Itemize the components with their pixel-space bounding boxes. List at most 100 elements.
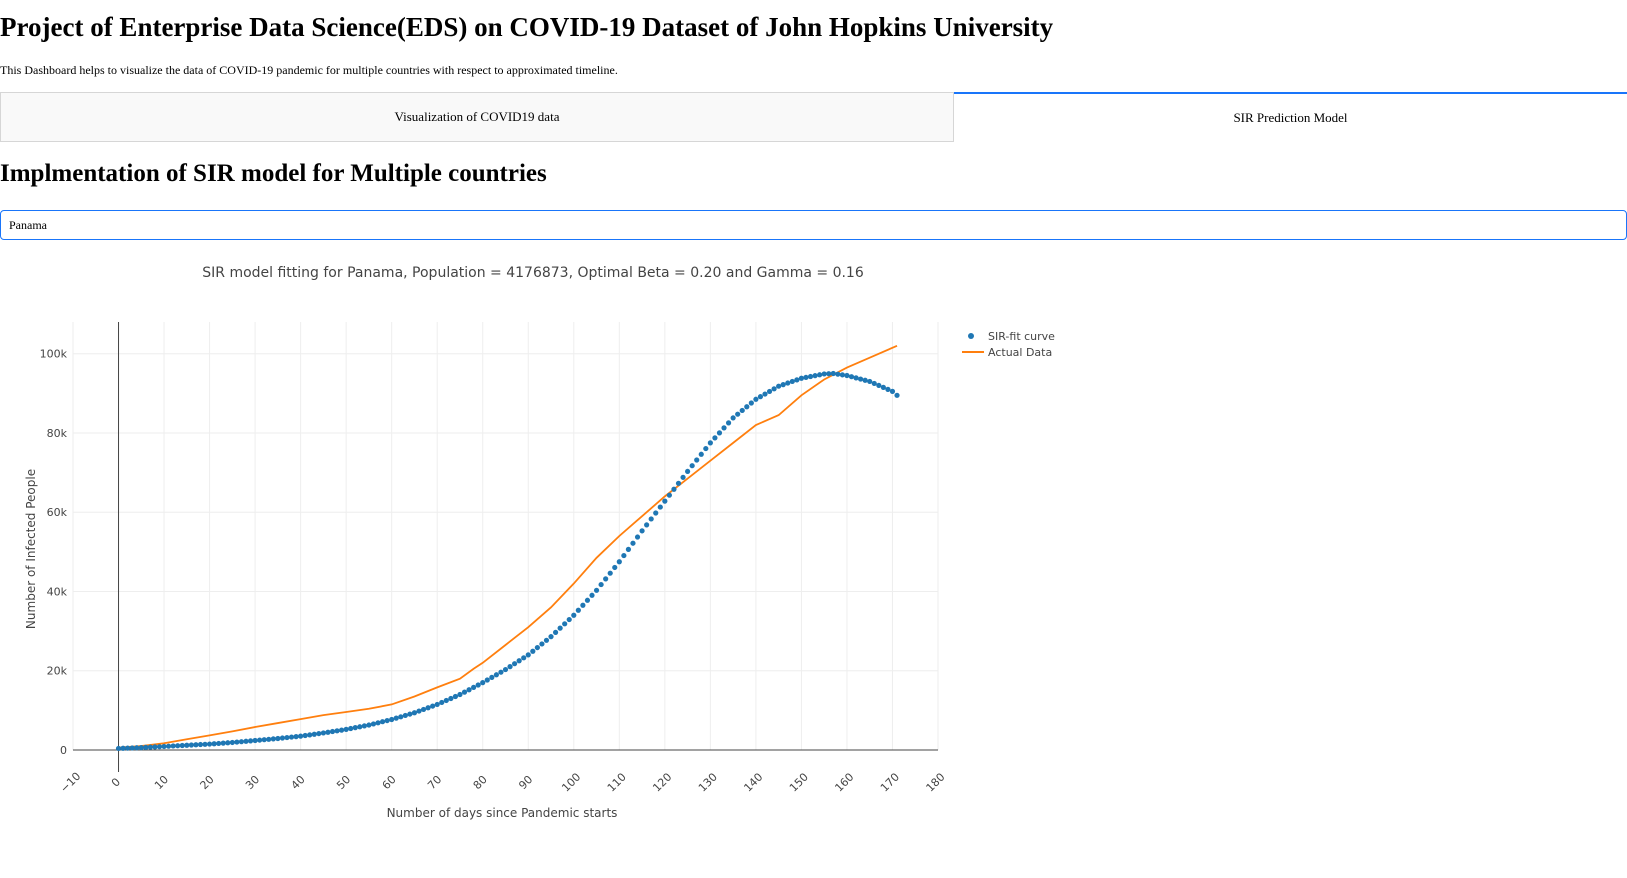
sir-fit-point	[817, 372, 823, 378]
sir-fit-point	[644, 522, 650, 528]
sir-fit-point	[771, 386, 777, 392]
sir-fit-point	[566, 616, 572, 623]
sir-fit-point	[552, 629, 559, 635]
sir-fit-point	[316, 730, 322, 737]
sir-fit-point	[411, 710, 418, 716]
sir-fit-point	[680, 474, 686, 480]
y-tick-label: 100k	[40, 348, 68, 361]
chart-legend[interactable]: SIR-fit curve Actual Data	[962, 330, 1055, 359]
sir-fit-point	[247, 738, 254, 744]
sir-fit-point	[375, 720, 381, 726]
sir-fit-point	[730, 415, 736, 421]
sir-fit-point	[393, 715, 399, 721]
sir-fit-point	[416, 708, 422, 714]
sir-fit-point	[348, 725, 354, 732]
x-tick-label: 170	[878, 771, 902, 795]
sir-fit-point	[530, 648, 536, 654]
x-tick-label: 90	[516, 773, 535, 792]
x-tick-label: 80	[471, 773, 490, 792]
sir-fit-point	[475, 682, 481, 688]
sir-fit-point	[206, 741, 213, 747]
sir-fit-point	[457, 691, 463, 698]
sir-fit-point	[234, 739, 240, 745]
sir-fit-point	[543, 637, 550, 643]
sir-fit-point	[603, 576, 609, 582]
sir-fit-point	[798, 375, 805, 381]
tab-sir-prediction[interactable]: SIR Prediction Model	[954, 92, 1627, 142]
sir-fit-point	[589, 592, 595, 598]
sir-fit-point	[252, 737, 258, 744]
sir-fit-point	[716, 430, 723, 436]
sir-fit-point	[862, 377, 868, 383]
sir-fit-point	[279, 735, 286, 741]
sir-fit-point	[516, 658, 522, 664]
sir-fit-point	[302, 732, 308, 739]
x-tick-label: −10	[58, 770, 84, 796]
sir-fit-point	[407, 711, 413, 717]
sir-fit-point	[489, 674, 495, 680]
sir-fit-point	[839, 372, 845, 378]
sir-fit-point	[184, 742, 190, 748]
sir-fit-point	[439, 699, 445, 706]
sir-fit-point	[694, 457, 700, 463]
sir-chart: SIR model fitting for Panama, Population…	[0, 250, 1627, 870]
sir-fit-point	[894, 392, 900, 398]
sir-fit-point	[830, 370, 836, 377]
sir-fit-point	[666, 492, 672, 498]
country-input[interactable]	[0, 210, 1627, 240]
sir-fit-point	[885, 386, 891, 392]
sir-fit-point	[826, 371, 832, 377]
sir-fit-point	[339, 727, 345, 733]
x-tick-label: 130	[696, 771, 720, 795]
sir-fit-point	[634, 534, 641, 540]
sir-fit-point	[420, 706, 427, 713]
sir-fit-point	[858, 376, 864, 382]
sir-fit-point	[361, 723, 367, 729]
sir-fit-point	[639, 528, 645, 534]
sir-fit-point	[571, 612, 577, 618]
page-description: This Dashboard helps to visualize the da…	[0, 63, 618, 77]
sir-fit-point	[593, 587, 600, 593]
sir-fit-point	[275, 735, 281, 742]
sir-fit-point	[311, 731, 317, 737]
sir-fit-point	[548, 634, 554, 640]
legend-actual-label[interactable]: Actual Data	[988, 346, 1052, 359]
sir-fit-point	[853, 375, 859, 381]
tab-visualization[interactable]: Visualization of COVID19 data	[0, 92, 954, 142]
sir-fit-point	[848, 374, 855, 380]
sir-fit-point	[657, 504, 663, 510]
x-tick-label: 0	[109, 775, 123, 789]
sir-fit-point	[607, 570, 613, 576]
sir-fit-point	[398, 714, 404, 720]
x-tick-label: 60	[380, 773, 399, 792]
sir-fit-point	[402, 712, 408, 719]
sir-fit-point	[170, 743, 176, 749]
y-tick-label: 80k	[47, 427, 68, 440]
sir-fit-point	[762, 391, 768, 397]
sir-fit-point	[129, 745, 135, 751]
sir-fit-point	[653, 510, 659, 516]
sir-fit-point	[325, 729, 331, 735]
sir-fit-point	[685, 468, 691, 475]
sir-fit-point	[675, 480, 682, 486]
sir-fit-point	[179, 742, 185, 749]
sir-fit-point	[466, 687, 472, 693]
sir-fit-point	[243, 738, 249, 744]
sir-fit-point	[812, 373, 818, 379]
sir-fit-point	[343, 726, 349, 732]
sir-fit-point	[379, 719, 386, 725]
x-tick-label: 10	[152, 773, 171, 792]
sir-fit-point	[134, 745, 140, 751]
sir-fit-point	[480, 680, 486, 686]
sir-fit-point	[889, 388, 896, 394]
sir-fit-point	[147, 744, 153, 750]
actual-data-line	[118, 344, 898, 749]
page-title: Project of Enterprise Data Science(EDS) …	[0, 12, 1054, 42]
sir-fit-point	[757, 394, 764, 400]
chart-series	[115, 344, 900, 752]
legend-fit-label[interactable]: SIR-fit curve	[988, 330, 1055, 343]
sir-fit-point	[785, 380, 791, 386]
sir-fit-point	[120, 745, 126, 751]
sir-fit-point	[484, 677, 490, 683]
sir-fit-point	[370, 721, 377, 727]
